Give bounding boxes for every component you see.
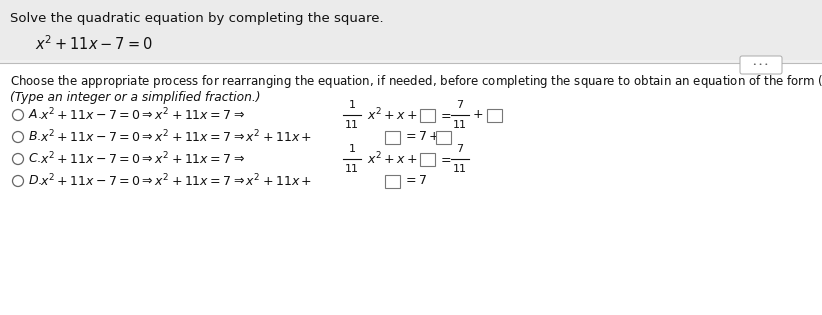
Text: $=$: $=$ xyxy=(438,152,451,165)
Text: 7: 7 xyxy=(456,145,464,154)
Text: 1: 1 xyxy=(349,145,355,154)
Text: $=7$: $=7$ xyxy=(403,175,427,187)
Circle shape xyxy=(12,153,24,164)
Circle shape xyxy=(12,131,24,142)
Text: $x^2+11x-7=0\Rightarrow x^2+11x=7\Rightarrow$: $x^2+11x-7=0\Rightarrow x^2+11x=7\Righta… xyxy=(40,107,245,123)
Text: $D.$: $D.$ xyxy=(28,175,42,187)
Text: $x^2+x+$: $x^2+x+$ xyxy=(367,151,418,167)
Text: $x^2+11x-7=0$: $x^2+11x-7=0$ xyxy=(35,34,153,53)
Text: $=$: $=$ xyxy=(438,108,451,122)
FancyBboxPatch shape xyxy=(740,56,782,74)
FancyBboxPatch shape xyxy=(436,130,451,144)
FancyBboxPatch shape xyxy=(385,130,400,144)
Text: 11: 11 xyxy=(453,163,467,174)
Text: 7: 7 xyxy=(456,100,464,111)
Circle shape xyxy=(12,110,24,121)
FancyBboxPatch shape xyxy=(385,175,400,187)
Text: $A.$: $A.$ xyxy=(28,108,42,122)
Text: $x^2+11x-7=0\Rightarrow x^2+11x=7\Rightarrow x^2+11x+$: $x^2+11x-7=0\Rightarrow x^2+11x=7\Righta… xyxy=(40,129,312,145)
Text: $+$: $+$ xyxy=(472,108,483,122)
Text: Choose the appropriate process for rearranging the equation, if needed, before c: Choose the appropriate process for rearr… xyxy=(10,72,822,92)
Text: 11: 11 xyxy=(345,163,359,174)
Text: $C.$: $C.$ xyxy=(28,152,41,165)
Text: (Type an integer or a simplified fraction.): (Type an integer or a simplified fractio… xyxy=(10,91,261,104)
FancyBboxPatch shape xyxy=(420,152,435,165)
Text: $x^2+11x-7=0\Rightarrow x^2+11x=7\Rightarrow$: $x^2+11x-7=0\Rightarrow x^2+11x=7\Righta… xyxy=(40,151,245,167)
Text: 11: 11 xyxy=(345,119,359,129)
Text: Solve the quadratic equation by completing the square.: Solve the quadratic equation by completi… xyxy=(10,12,384,25)
Text: $x^2+x+$: $x^2+x+$ xyxy=(367,107,418,123)
Text: $=7+$: $=7+$ xyxy=(403,130,440,144)
Text: $B.$: $B.$ xyxy=(28,130,41,144)
Text: $x^2+11x-7=0\Rightarrow x^2+11x=7\Rightarrow x^2+11x+$: $x^2+11x-7=0\Rightarrow x^2+11x=7\Righta… xyxy=(40,173,312,189)
FancyBboxPatch shape xyxy=(420,108,435,122)
Text: 1: 1 xyxy=(349,100,355,111)
Text: 11: 11 xyxy=(453,119,467,129)
FancyBboxPatch shape xyxy=(0,0,822,60)
FancyBboxPatch shape xyxy=(0,63,822,315)
FancyBboxPatch shape xyxy=(487,108,502,122)
Text: • • •: • • • xyxy=(754,62,769,67)
Circle shape xyxy=(12,175,24,186)
